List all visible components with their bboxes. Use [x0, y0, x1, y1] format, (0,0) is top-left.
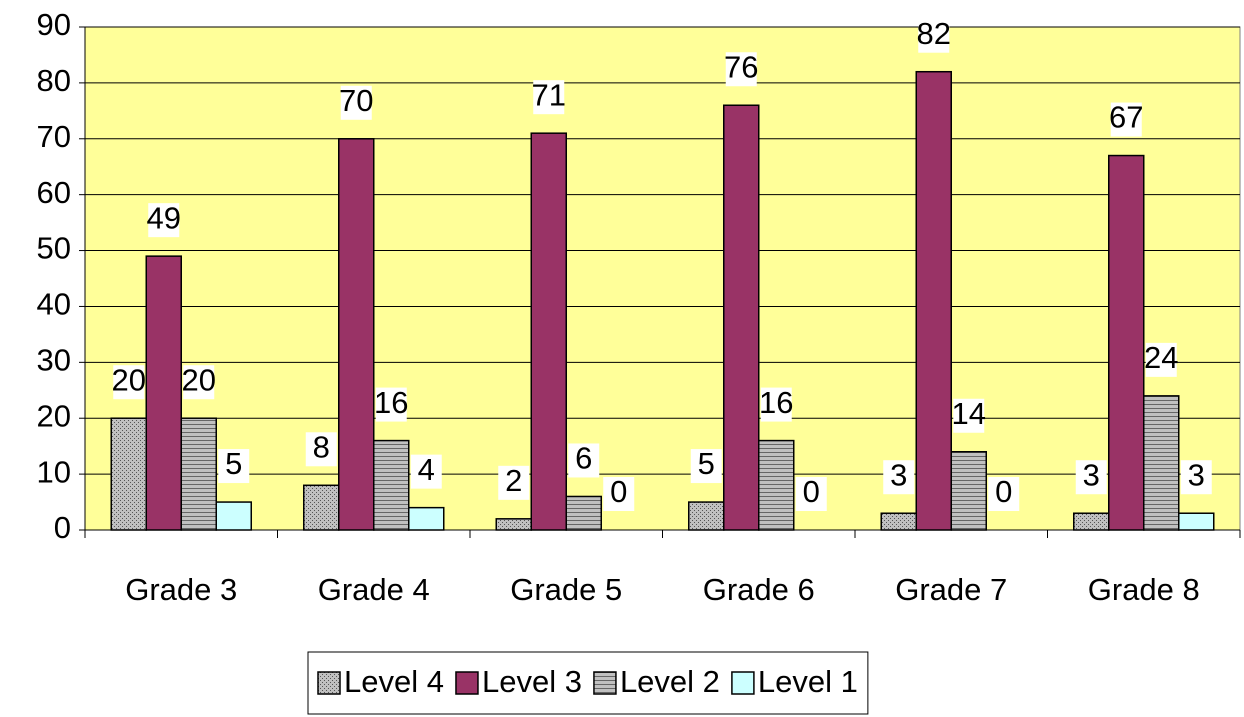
legend-swatch — [455, 671, 479, 695]
x-tick-label: Grade 7 — [895, 572, 1007, 607]
bar — [215, 501, 252, 531]
bar — [1073, 512, 1110, 531]
plot-area — [84, 26, 1241, 531]
data-label: 2 — [505, 463, 522, 498]
data-label: 20 — [112, 362, 146, 397]
data-label-bg — [1145, 342, 1177, 377]
data-label: 0 — [803, 474, 820, 509]
y-tick-label: 90 — [37, 7, 71, 42]
data-label-bg — [568, 443, 600, 478]
data-label-bg — [375, 387, 407, 422]
data-label: 8 — [313, 429, 330, 464]
data-label: 16 — [759, 385, 793, 420]
x-tick-label: Grade 8 — [1088, 572, 1200, 607]
data-label-bg — [498, 465, 530, 500]
data-label: 70 — [339, 83, 373, 118]
data-label: 5 — [698, 446, 715, 481]
data-label: 24 — [1144, 340, 1178, 375]
legend-swatch — [731, 671, 755, 695]
data-label: 16 — [374, 385, 408, 420]
y-tick-label: 70 — [37, 119, 71, 154]
bar — [880, 512, 917, 531]
data-label-bg — [690, 449, 722, 484]
data-label-bg — [340, 85, 372, 120]
data-label: 49 — [147, 200, 181, 235]
bar — [688, 501, 725, 531]
x-tick-label: Grade 6 — [703, 572, 815, 607]
data-label-bg — [410, 454, 442, 489]
bar — [1108, 154, 1145, 531]
legend-label: Level 2 — [620, 664, 720, 699]
data-label-bg — [533, 80, 565, 115]
data-label: 3 — [1188, 457, 1205, 492]
data-label: 3 — [890, 457, 907, 492]
data-label-bg — [1110, 102, 1142, 137]
legend-box — [307, 651, 869, 715]
bar — [408, 506, 445, 531]
bar — [950, 451, 987, 531]
data-label-bg — [988, 477, 1020, 511]
bar — [145, 255, 182, 531]
legend-label: Level 3 — [482, 664, 582, 699]
data-label: 0 — [995, 474, 1012, 509]
legend-swatch — [593, 671, 617, 695]
y-tick-label: 20 — [37, 398, 71, 433]
data-label-bg — [305, 432, 337, 467]
data-label-bg — [603, 477, 635, 511]
x-tick-label: Grade 5 — [510, 572, 622, 607]
bar — [530, 132, 567, 531]
bar — [565, 495, 602, 531]
y-tick-label: 10 — [37, 454, 71, 489]
data-label-bg — [1180, 460, 1212, 495]
y-tick-label: 60 — [37, 175, 71, 210]
bar — [180, 417, 217, 531]
data-label: 76 — [724, 49, 758, 84]
data-label: 3 — [1083, 457, 1100, 492]
bar — [915, 70, 952, 531]
data-label-bg — [218, 449, 250, 484]
y-tick-label: 50 — [37, 231, 71, 266]
legend-label: Level 1 — [758, 664, 858, 699]
bar — [723, 104, 760, 531]
legend-label: Level 4 — [344, 664, 444, 699]
data-label-bg — [183, 365, 215, 400]
bar — [303, 484, 340, 531]
data-label: 67 — [1109, 100, 1143, 135]
bar — [1178, 512, 1215, 531]
data-label-bg — [725, 52, 757, 87]
y-tick-label: 80 — [37, 63, 71, 98]
data-label: 0 — [610, 474, 627, 509]
bar — [1143, 395, 1180, 531]
data-label: 82 — [917, 16, 951, 51]
bar — [110, 417, 147, 531]
data-label: 4 — [418, 452, 435, 487]
data-label-bg — [795, 477, 827, 511]
data-label: 14 — [952, 396, 986, 431]
data-label-bg — [918, 18, 950, 53]
data-label: 20 — [182, 362, 216, 397]
y-tick-label: 40 — [37, 287, 71, 322]
y-tick-label: 30 — [37, 343, 71, 378]
legend-swatch — [317, 671, 341, 695]
data-label-bg — [113, 365, 145, 400]
data-label-bg — [760, 387, 792, 422]
bar — [338, 138, 375, 531]
x-tick-label: Grade 4 — [318, 572, 430, 607]
data-label-bg — [148, 203, 180, 238]
data-label-bg — [1075, 460, 1107, 495]
data-label: 5 — [225, 446, 242, 481]
x-tick-label: Grade 3 — [125, 572, 237, 607]
bar — [758, 439, 795, 531]
data-label-bg — [953, 398, 985, 433]
data-label: 71 — [532, 77, 566, 112]
bar — [495, 518, 532, 531]
y-tick-label: 0 — [54, 510, 71, 545]
data-label-bg — [883, 460, 915, 495]
bar — [373, 439, 410, 531]
legend: Level 4 Level 3 Level 2 Level 1 — [307, 651, 869, 715]
data-label: 6 — [575, 441, 592, 476]
